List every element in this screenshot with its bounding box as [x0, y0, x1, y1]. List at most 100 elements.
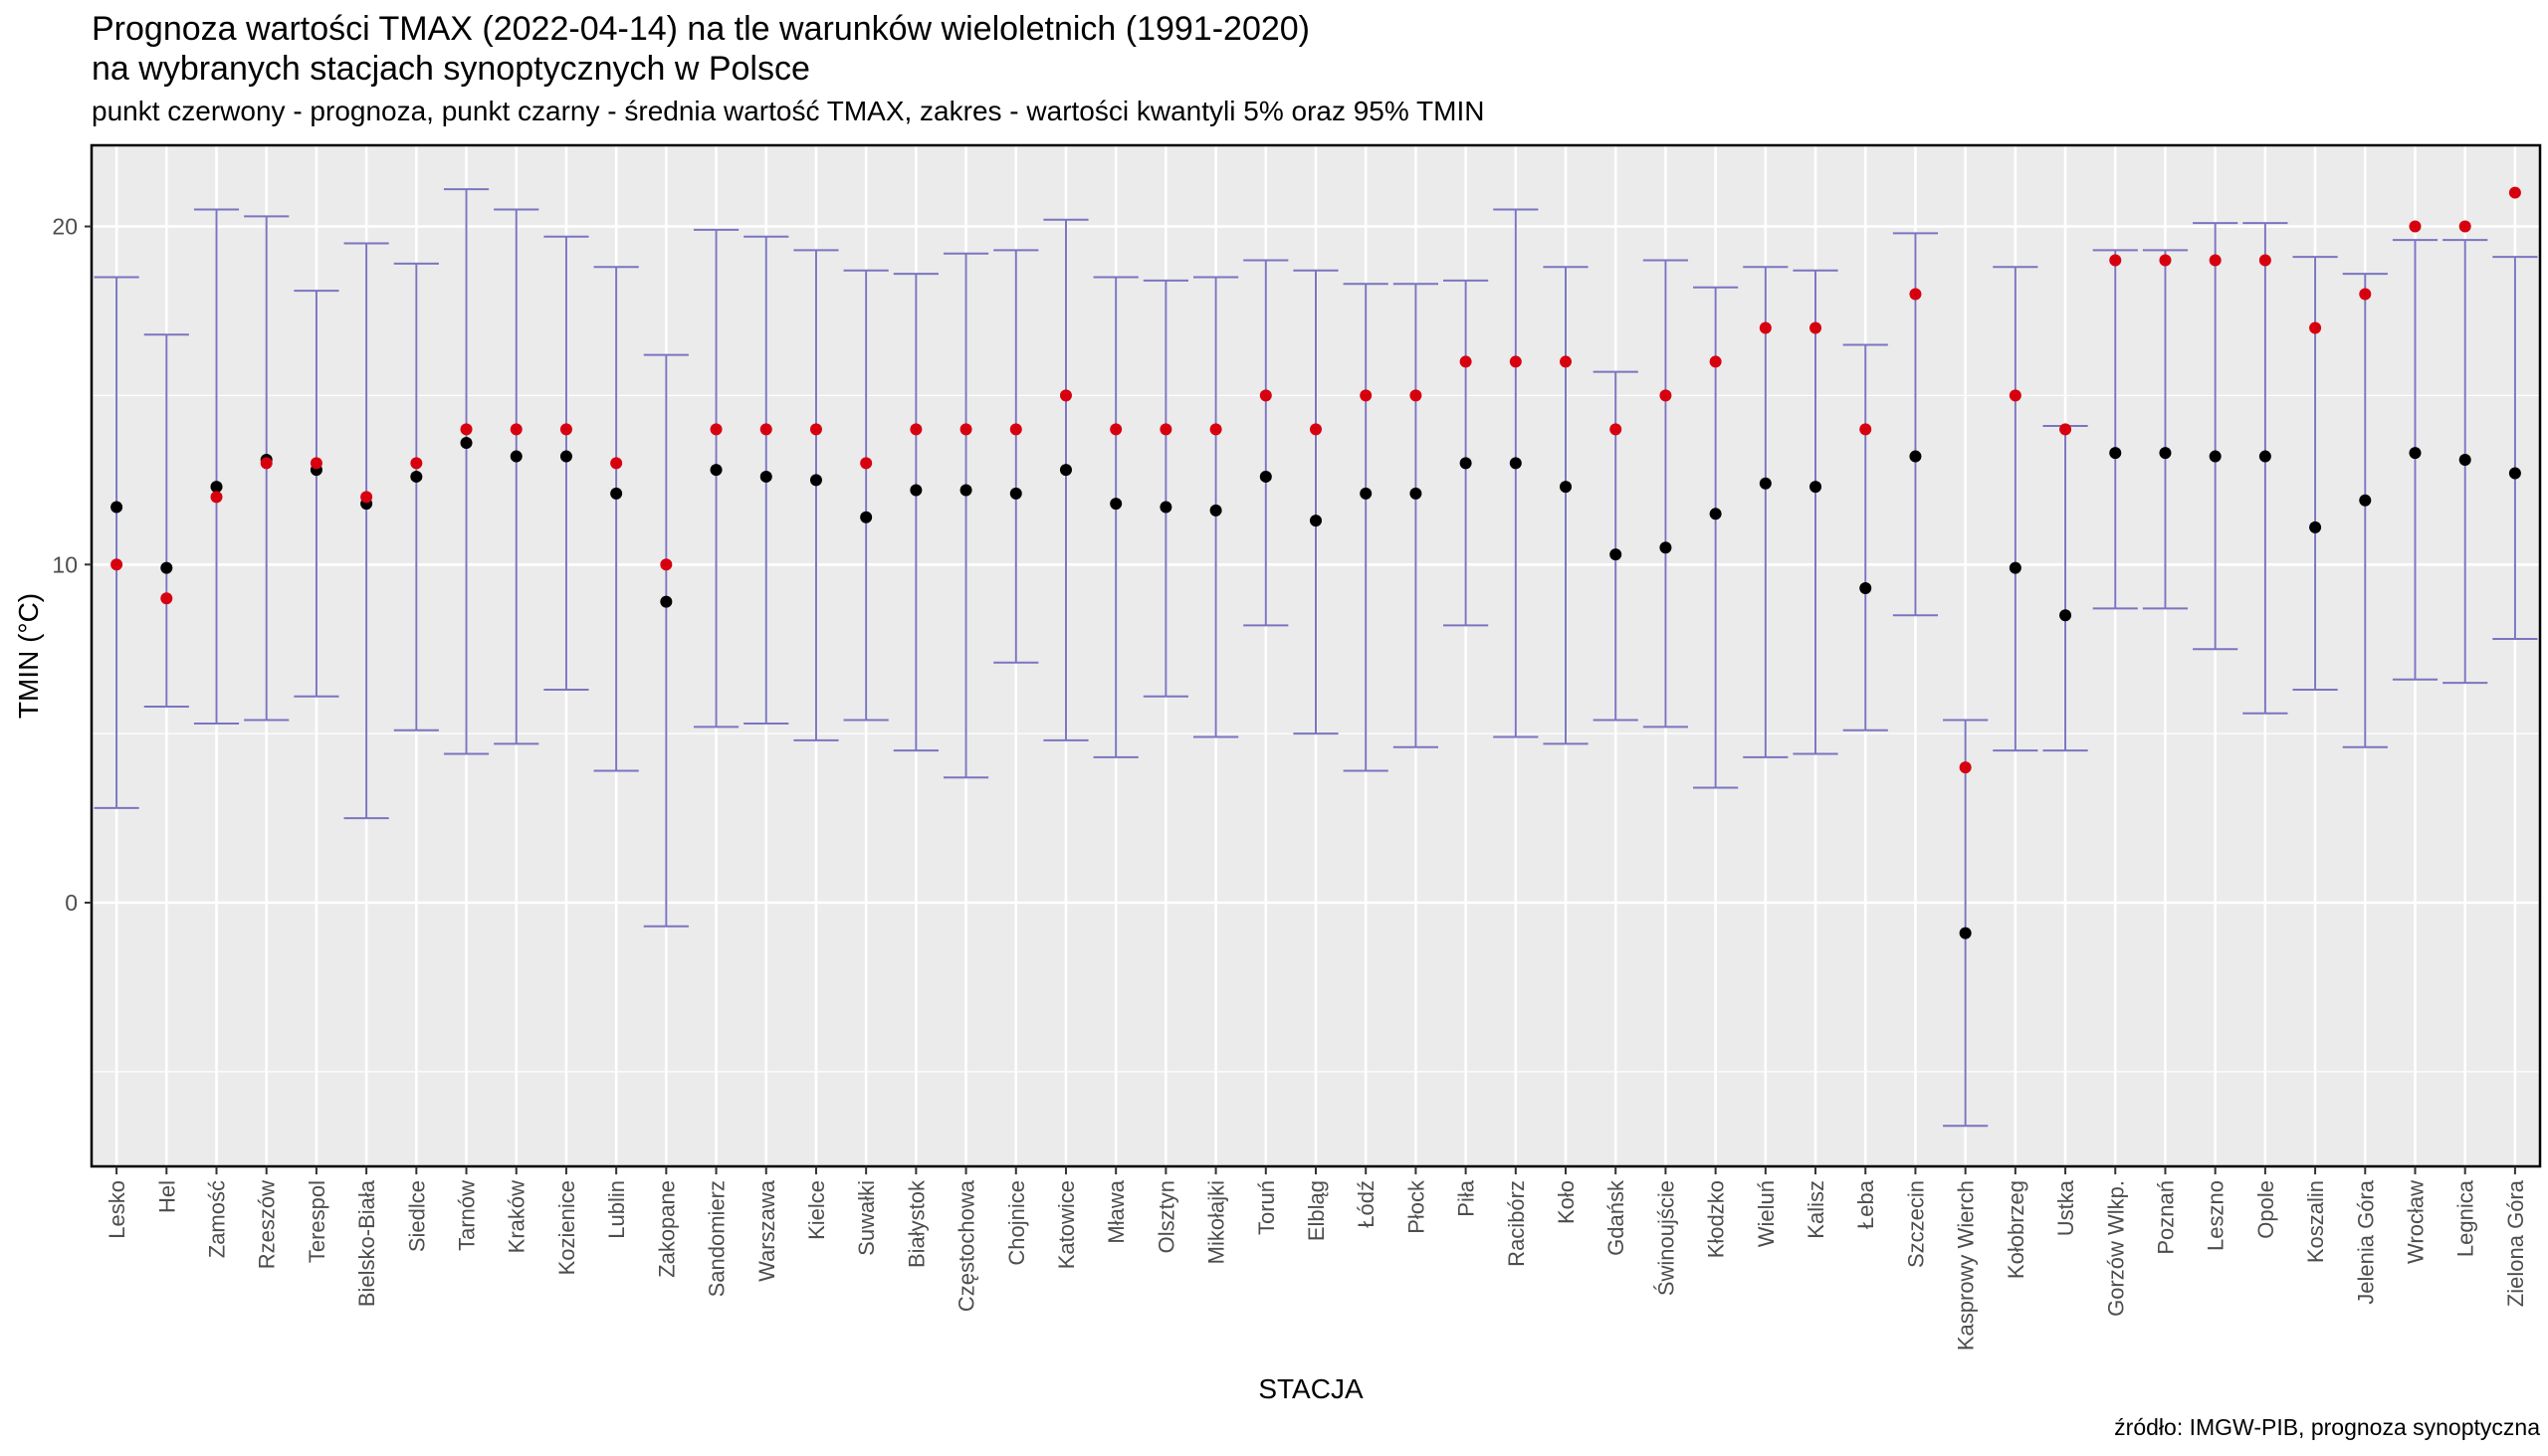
- mean-point: [1859, 582, 1872, 595]
- x-tick-label: Mikołajki: [1204, 1180, 1229, 1264]
- mean-point: [1459, 457, 1472, 470]
- forecast-point: [510, 423, 523, 436]
- forecast-point: [1310, 423, 1322, 436]
- mean-point: [1360, 487, 1373, 500]
- mean-point: [1759, 477, 1772, 490]
- x-tick-label: Częstochowa: [955, 1179, 979, 1312]
- mean-point: [1059, 464, 1072, 477]
- x-tick-label: Piła: [1454, 1179, 1479, 1216]
- x-tick-label: Płock: [1403, 1179, 1428, 1234]
- forecast-point: [1609, 423, 1622, 436]
- mean-point: [2258, 450, 2271, 463]
- mean-point: [1009, 487, 1022, 500]
- x-tick-label: Opole: [2253, 1180, 2278, 1239]
- forecast-point: [410, 457, 423, 470]
- chart-title-line-2: na wybranych stacjach synoptycznych w Po…: [92, 50, 810, 88]
- x-tick-label: Kłodzko: [1704, 1180, 1729, 1258]
- forecast-point: [2209, 254, 2222, 267]
- x-tick-label: Gorzów Wlkp.: [2103, 1180, 2128, 1317]
- forecast-point: [2309, 321, 2322, 334]
- x-tick-label: Świnoujście: [1653, 1180, 1678, 1296]
- mean-point: [1609, 548, 1622, 561]
- forecast-point: [1560, 355, 1573, 368]
- source-caption: źródło: IMGW-PIB, prognoza synoptyczna: [2114, 1414, 2540, 1440]
- forecast-point: [110, 558, 123, 571]
- x-tick-label: Kalisz: [1804, 1180, 1828, 1239]
- forecast-point: [2009, 389, 2021, 402]
- forecast-point: [759, 423, 772, 436]
- forecast-point: [710, 423, 723, 436]
- forecast-point: [1759, 321, 1772, 334]
- mean-point: [410, 470, 423, 483]
- mean-point: [2409, 447, 2422, 460]
- x-tick-label: Poznań: [2153, 1180, 2178, 1255]
- x-tick-label: Kasprowy Wierch: [1954, 1180, 1979, 1351]
- x-tick-label: Łódź: [1354, 1180, 1379, 1228]
- x-tick-label: Zakopane: [654, 1180, 679, 1278]
- mean-point: [1709, 508, 1722, 520]
- x-tick-label: Zamość: [205, 1180, 230, 1258]
- x-tick-label: Wieluń: [1754, 1180, 1779, 1247]
- x-tick-label: Zielona Góra: [2503, 1179, 2528, 1307]
- x-tick-label: Racibórz: [1504, 1180, 1529, 1267]
- mean-point: [210, 481, 223, 494]
- x-tick-label: Gdańsk: [1603, 1179, 1628, 1256]
- chart-subtitle: punkt czerwony - prognoza, punkt czarny …: [92, 96, 1485, 126]
- forecast-point: [260, 457, 273, 470]
- mean-point: [2009, 561, 2021, 574]
- forecast-point: [559, 423, 572, 436]
- mean-point: [2109, 447, 2122, 460]
- forecast-point: [460, 423, 473, 436]
- x-tick-label: Jelenia Góra: [2353, 1179, 2378, 1305]
- mean-point: [160, 561, 173, 574]
- x-tick-label: Rzeszów: [255, 1180, 280, 1269]
- x-tick-label: Mława: [1104, 1179, 1129, 1243]
- forecast-point: [2409, 220, 2422, 233]
- forecast-point: [210, 491, 223, 504]
- forecast-point: [1409, 389, 1422, 402]
- x-tick-label: Warszawa: [754, 1179, 779, 1282]
- mean-point: [2359, 494, 2372, 507]
- mean-point: [1409, 487, 1422, 500]
- forecast-point: [1259, 389, 1272, 402]
- x-tick-label: Suwałki: [854, 1180, 879, 1256]
- mean-point: [959, 484, 972, 497]
- mean-point: [1659, 541, 1672, 554]
- forecast-point: [1909, 288, 1922, 301]
- chart-title-line-1: Prognoza wartości TMAX (2022-04-14) na t…: [92, 10, 1310, 48]
- mean-point: [1160, 501, 1172, 514]
- forecast-point: [2159, 254, 2172, 267]
- forecast-point: [1009, 423, 1022, 436]
- forecast-point: [1459, 355, 1472, 368]
- mean-point: [559, 450, 572, 463]
- forecast-point: [2109, 254, 2122, 267]
- forecast-point: [910, 423, 923, 436]
- mean-point: [1959, 927, 1972, 939]
- forecast-point: [1360, 389, 1373, 402]
- y-tick-label: 20: [52, 214, 78, 240]
- x-tick-label: Toruń: [1254, 1180, 1279, 1235]
- x-axis: Lesko Hel Zamość Rzeszów Terespol Bielsko-Bia…: [105, 1166, 2528, 1351]
- y-axis: 0 10 20: [52, 214, 92, 916]
- forecast-point: [959, 423, 972, 436]
- range-bars: [94, 188, 2538, 1128]
- y-tick-label: 10: [52, 551, 78, 577]
- data-points: [110, 186, 2521, 939]
- x-tick-label: Łeba: [1853, 1179, 1878, 1229]
- y-tick-label: 0: [65, 890, 78, 916]
- mean-point: [2059, 609, 2072, 622]
- x-tick-label: Hel: [154, 1180, 179, 1213]
- mean-point: [2209, 450, 2222, 463]
- forecast-point: [2359, 288, 2372, 301]
- mean-point: [2309, 520, 2322, 533]
- x-tick-label: Bielsko-Biała: [354, 1179, 379, 1307]
- mean-point: [610, 487, 623, 500]
- forecast-point: [360, 491, 373, 504]
- x-tick-label: Kołobrzeg: [2004, 1180, 2028, 1279]
- x-tick-label: Białystok: [904, 1179, 929, 1268]
- mean-point: [2508, 467, 2521, 480]
- forecast-point: [1110, 423, 1123, 436]
- x-tick-label: Leszno: [2204, 1180, 2229, 1251]
- forecast-point: [2059, 423, 2072, 436]
- mean-point: [660, 595, 673, 608]
